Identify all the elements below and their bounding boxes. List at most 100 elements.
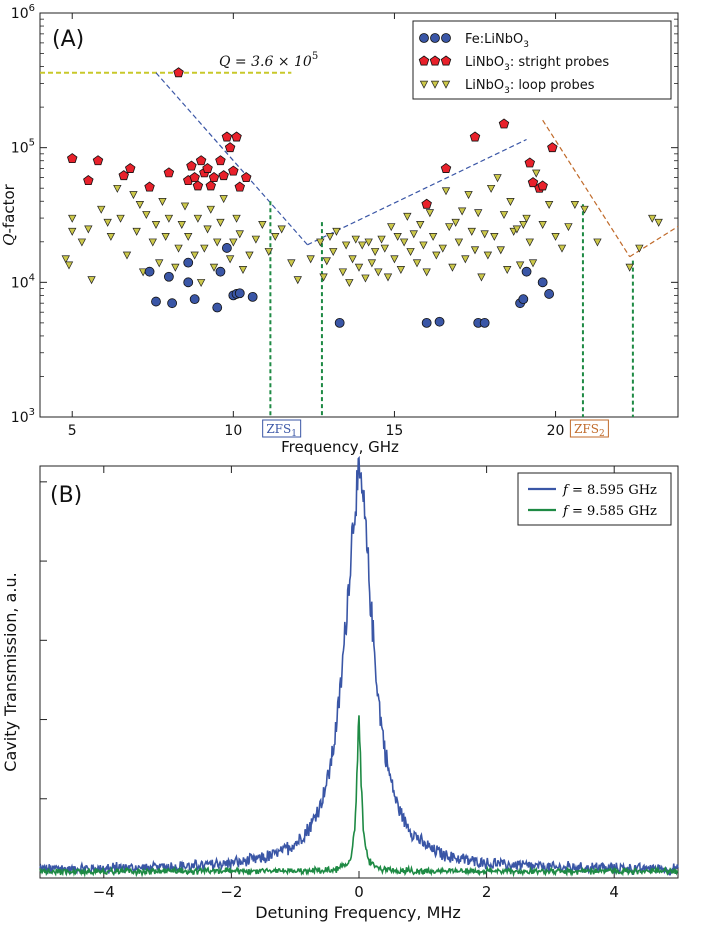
stright-probe-point bbox=[208, 172, 220, 182]
panel-b-label: (B) bbox=[50, 483, 82, 508]
fe-linbo3-point bbox=[163, 271, 174, 282]
loop-probe-point bbox=[184, 232, 193, 241]
stright-probe-point bbox=[524, 157, 535, 168]
loop-probe-point bbox=[345, 279, 354, 288]
loop-probe-point bbox=[387, 223, 396, 232]
stright-probe-point bbox=[83, 175, 94, 185]
loop-probe-point bbox=[496, 246, 505, 255]
fe-linbo3-legend-marker bbox=[441, 33, 451, 43]
loop-probe-point bbox=[515, 261, 525, 270]
panel-b-legend: f = 8.595 GHz f = 9.585 GHz bbox=[517, 472, 672, 526]
loop-probe-point bbox=[470, 246, 480, 255]
loop-probe-point bbox=[200, 244, 209, 253]
loop-probe-point bbox=[477, 273, 486, 282]
loop-probe-point bbox=[135, 201, 145, 209]
loop-probe-point bbox=[196, 279, 206, 288]
legend-entry: LiNbO3: stright probes bbox=[465, 55, 609, 73]
fe-linbo3-point bbox=[334, 317, 345, 328]
stright-probe-point bbox=[186, 160, 197, 171]
fit-line bbox=[155, 72, 308, 246]
fe-linbo3-point bbox=[167, 298, 178, 309]
stright-probe-legend-marker bbox=[429, 55, 441, 66]
loop-probe-point bbox=[329, 248, 338, 257]
stright-probe-point bbox=[163, 167, 175, 178]
loop-probe-point bbox=[177, 221, 186, 229]
loop-probe-point bbox=[203, 225, 212, 234]
loop-probe-point bbox=[232, 214, 241, 223]
stright-probe-point bbox=[527, 177, 539, 188]
loop-probe-point bbox=[238, 266, 248, 274]
panel-b-tick-labels: −4 −2 0 2 4 bbox=[93, 883, 619, 901]
loop-probe-legend-marker bbox=[441, 80, 451, 89]
stright-probe-legend-marker bbox=[418, 55, 430, 66]
loop-probe-point bbox=[225, 255, 235, 264]
stright-probe-point bbox=[195, 155, 207, 166]
x-tick-label: −2 bbox=[220, 883, 242, 901]
loop-probe-point bbox=[464, 191, 473, 200]
loop-probe-point bbox=[532, 169, 541, 178]
loop-probe-point bbox=[519, 221, 528, 229]
panel-a-y-axis-label: Q-factor bbox=[0, 183, 18, 246]
stright-probe-point bbox=[192, 180, 204, 191]
stright-probe-point bbox=[234, 181, 245, 192]
zfs-labels: ZFS1 ZFS2 bbox=[262, 419, 609, 439]
loop-probe-point bbox=[213, 238, 222, 247]
y-tick-label: 104 bbox=[11, 272, 35, 291]
zfs-label-box bbox=[569, 419, 609, 438]
loop-probe-point bbox=[180, 202, 190, 211]
loop-probe-point bbox=[441, 187, 451, 196]
loop-probe-point bbox=[87, 276, 96, 285]
stright-probe-point bbox=[67, 153, 78, 164]
q-annotation: Q = 3.6 × 105 bbox=[219, 51, 318, 70]
panel-a-tick-labels: 5 10 15 20 103 104 105 106 bbox=[11, 3, 565, 439]
loop-probe-point bbox=[564, 223, 573, 232]
loop-probe-point bbox=[64, 261, 74, 270]
loop-probe-point bbox=[113, 184, 122, 193]
loop-probe-point bbox=[367, 259, 377, 268]
fe-linbo3-point bbox=[518, 294, 529, 305]
panel-a-legend-entries: Fe:LiNbO3 LiNbO3: stright probes LiNbO3: l… bbox=[418, 32, 609, 96]
loop-probe-point bbox=[316, 238, 325, 247]
panel-a-x-axis-label: Frequency, GHz bbox=[281, 438, 399, 456]
panel-b-x-axis-label: Detuning Frequency, MHz bbox=[255, 903, 461, 922]
loop-probe-point bbox=[68, 214, 77, 223]
loop-probe-point bbox=[161, 232, 170, 241]
loop-probe-point bbox=[412, 259, 422, 268]
stright-probe-point bbox=[205, 180, 216, 191]
loop-probe-point bbox=[474, 209, 483, 218]
loop-probe-point bbox=[467, 227, 476, 236]
loop-probe-point bbox=[451, 218, 460, 227]
loop-probe-point bbox=[219, 195, 228, 204]
stright-probe-point bbox=[241, 172, 252, 182]
y-tick-label: 103 bbox=[11, 407, 35, 426]
stright-probe-point bbox=[537, 180, 548, 191]
loop-probe-point bbox=[287, 259, 296, 268]
loop-probe-point bbox=[480, 230, 489, 239]
loop-probe-point bbox=[206, 205, 215, 214]
loop-probe-point bbox=[425, 209, 435, 218]
panel-b-ticks bbox=[40, 466, 615, 879]
stright-probe-point bbox=[498, 118, 510, 129]
series-9585-line bbox=[39, 715, 679, 878]
y-tick-label: 105 bbox=[11, 138, 35, 157]
fe-linbo3-point bbox=[212, 302, 223, 313]
loop-probe-point bbox=[103, 218, 112, 227]
loop-probe-point bbox=[416, 221, 425, 229]
panel-a-reference-lines bbox=[40, 71, 679, 417]
q-annotation-text: Q = 3.6 × 10 bbox=[219, 54, 312, 70]
fe-linbo3-point bbox=[183, 277, 194, 288]
loop-probe-point bbox=[84, 225, 93, 234]
loop-probe-point bbox=[445, 223, 454, 232]
loop-probe-point bbox=[486, 184, 496, 193]
panel-a-points bbox=[61, 67, 663, 328]
fe-linbo3-point bbox=[479, 317, 490, 328]
loop-probe-point bbox=[61, 255, 70, 264]
loop-probe-point bbox=[245, 251, 254, 260]
panel-b-legend-box bbox=[517, 472, 672, 526]
zfs-label: ZFS2 bbox=[574, 422, 605, 439]
loop-probe-point bbox=[654, 218, 663, 227]
stright-probe-point bbox=[173, 67, 184, 78]
loop-probe-point bbox=[551, 232, 560, 241]
loop-probe-point bbox=[158, 198, 167, 206]
stright-probe-point bbox=[547, 142, 558, 153]
